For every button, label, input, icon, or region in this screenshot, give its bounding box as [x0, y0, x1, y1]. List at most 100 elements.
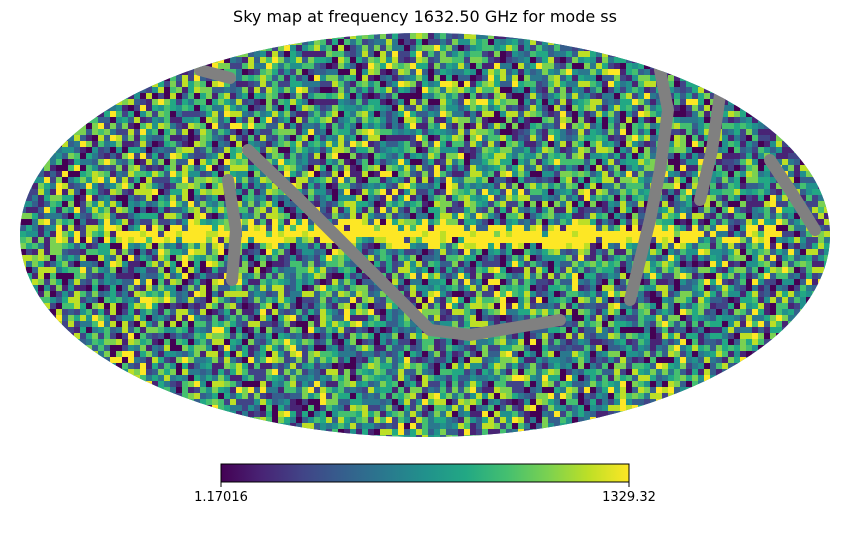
- map-pixel: [482, 219, 489, 226]
- map-pixel: [212, 147, 219, 154]
- map-pixel: [386, 249, 393, 256]
- map-pixel: [398, 237, 405, 244]
- map-pixel: [422, 171, 429, 178]
- map-pixel: [638, 177, 645, 184]
- map-pixel: [362, 177, 369, 184]
- map-pixel: [566, 51, 573, 58]
- map-pixel: [290, 171, 297, 178]
- map-pixel: [170, 177, 177, 184]
- map-pixel: [710, 177, 717, 184]
- map-pixel: [584, 249, 591, 256]
- map-pixel: [278, 159, 285, 166]
- map-pixel: [320, 75, 327, 82]
- map-pixel: [242, 93, 249, 100]
- map-pixel: [146, 225, 153, 232]
- map-pixel: [212, 165, 219, 172]
- map-pixel: [686, 129, 693, 136]
- map-pixel: [644, 189, 651, 196]
- map-pixel: [152, 141, 159, 148]
- map-pixel: [644, 135, 651, 142]
- map-pixel: [578, 75, 585, 82]
- map-pixel: [662, 201, 669, 208]
- map-pixel: [320, 237, 327, 244]
- map-pixel: [32, 261, 39, 268]
- map-pixel: [290, 213, 297, 220]
- map-pixel: [500, 159, 507, 166]
- map-pixel: [344, 213, 351, 220]
- map-pixel: [602, 171, 609, 178]
- map-pixel: [386, 117, 393, 124]
- map-pixel: [752, 207, 759, 214]
- map-pixel: [632, 237, 639, 244]
- map-pixel: [728, 201, 735, 208]
- map-pixel: [728, 219, 735, 226]
- map-pixel: [734, 243, 741, 250]
- map-pixel: [152, 213, 159, 220]
- map-pixel: [80, 117, 87, 124]
- map-pixel: [392, 267, 399, 274]
- map-pixel: [50, 195, 57, 202]
- map-pixel: [488, 249, 495, 256]
- map-pixel: [224, 63, 231, 70]
- map-pixel: [38, 267, 45, 274]
- map-pixel: [20, 249, 27, 256]
- map-pixel: [314, 285, 321, 292]
- map-pixel: [206, 153, 213, 160]
- map-pixel: [566, 93, 573, 100]
- map-pixel: [512, 225, 519, 232]
- map-pixel: [320, 195, 327, 202]
- map-pixel: [476, 75, 483, 82]
- map-pixel: [128, 117, 135, 124]
- map-pixel: [116, 243, 123, 250]
- map-pixel: [182, 69, 189, 76]
- map-pixel: [710, 279, 717, 286]
- map-pixel: [290, 273, 297, 280]
- map-pixel: [92, 111, 99, 118]
- map-pixel: [116, 111, 123, 118]
- map-pixel: [410, 207, 417, 214]
- map-pixel: [386, 219, 393, 226]
- map-pixel: [422, 267, 429, 274]
- map-pixel: [290, 201, 297, 208]
- map-pixel: [518, 189, 525, 196]
- map-pixel: [320, 255, 327, 262]
- map-pixel: [740, 153, 747, 160]
- map-pixel: [476, 69, 483, 76]
- map-pixel: [596, 171, 603, 178]
- map-pixel: [440, 165, 447, 172]
- map-pixel: [44, 201, 51, 208]
- map-pixel: [260, 153, 267, 160]
- map-pixel: [614, 117, 621, 124]
- map-pixel: [620, 285, 627, 292]
- map-pixel: [488, 75, 495, 82]
- map-pixel: [434, 255, 441, 262]
- map-pixel: [332, 243, 339, 250]
- map-pixel: [440, 219, 447, 226]
- map-pixel: [302, 171, 309, 178]
- map-pixel: [146, 243, 153, 250]
- map-pixel: [530, 45, 537, 52]
- map-pixel: [98, 165, 105, 172]
- map-pixel: [362, 87, 369, 94]
- map-pixel: [116, 291, 123, 298]
- map-pixel: [482, 213, 489, 220]
- map-pixel: [812, 273, 819, 280]
- map-pixel: [632, 63, 639, 70]
- map-pixel: [146, 135, 153, 142]
- map-pixel: [176, 153, 183, 160]
- map-pixel: [248, 141, 255, 148]
- map-pixel: [50, 285, 57, 292]
- map-pixel: [92, 273, 99, 280]
- map-pixel: [74, 291, 81, 298]
- map-pixel: [584, 195, 591, 202]
- map-pixel: [422, 33, 429, 40]
- map-pixel: [380, 195, 387, 202]
- map-pixel: [566, 57, 573, 64]
- map-pixel: [626, 99, 633, 106]
- map-pixel: [254, 201, 261, 208]
- map-pixel: [650, 249, 657, 256]
- map-pixel: [770, 201, 777, 208]
- map-pixel: [734, 189, 741, 196]
- map-pixel: [542, 237, 549, 244]
- map-pixel: [452, 57, 459, 64]
